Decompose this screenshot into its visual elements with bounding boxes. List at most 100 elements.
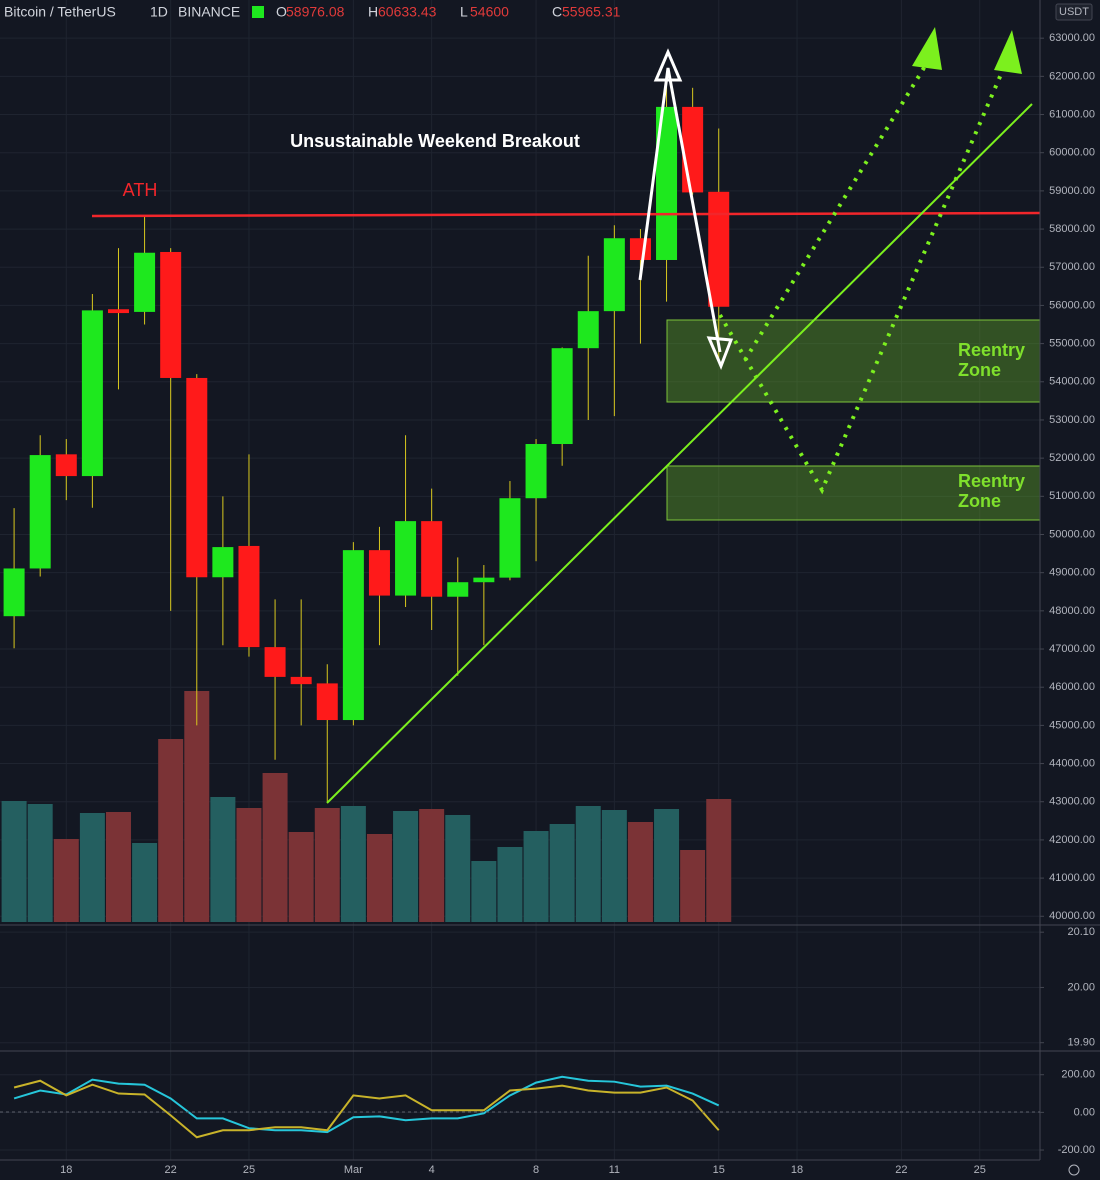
ohlc-value: 60633.43 <box>378 4 437 20</box>
annotation: Reentry <box>958 340 1025 360</box>
dotted-path <box>718 57 1010 495</box>
candle-body <box>316 683 338 721</box>
currency: USDT <box>1059 6 1089 18</box>
candle-body <box>238 545 260 648</box>
candle-body <box>473 577 495 583</box>
volume-bar <box>184 691 210 922</box>
y-tick-label: 40000.00 <box>1049 910 1095 922</box>
volume-bar <box>627 822 653 922</box>
ohlc-value: 54600 <box>470 4 509 20</box>
candle-body <box>708 191 730 307</box>
x-tick-label: 18 <box>60 1164 72 1176</box>
arrowhead <box>994 30 1022 74</box>
y-tick-label: 19.90 <box>1067 1037 1095 1049</box>
candle-body <box>421 521 443 597</box>
annotation: Unsustainable Weekend Breakout <box>290 131 580 151</box>
volume-bar <box>523 831 549 922</box>
x-tick-label: 22 <box>165 1164 177 1176</box>
y-tick-label: 59000.00 <box>1049 185 1095 197</box>
candle-body <box>212 547 234 578</box>
volume-bar <box>419 809 445 922</box>
trendline <box>326 103 1033 804</box>
interval: 1D <box>150 4 168 20</box>
annotation: ATH <box>123 180 158 200</box>
candle-body <box>368 550 390 596</box>
candle-body <box>551 348 573 445</box>
candle-body <box>577 311 599 349</box>
oscillator-line <box>13 1079 720 1139</box>
y-tick-label: 63000.00 <box>1049 32 1095 44</box>
settings-icon[interactable] <box>1068 1164 1080 1176</box>
reentry-zone <box>666 465 1041 521</box>
arrowhead <box>706 336 734 370</box>
ohlc-label: H <box>368 4 378 20</box>
volume-bar <box>79 813 105 922</box>
candle-body <box>107 309 129 314</box>
candle-body <box>29 455 51 569</box>
volume-bar <box>393 811 419 922</box>
volume-bar <box>132 843 158 922</box>
x-tick-label: 4 <box>429 1164 435 1176</box>
y-tick-label: 51000.00 <box>1049 490 1095 502</box>
x-tick-label: 18 <box>791 1164 803 1176</box>
y-tick-label: 60000.00 <box>1049 147 1095 159</box>
candle-body <box>55 454 77 477</box>
y-tick-label: 42000.00 <box>1049 834 1095 846</box>
annotation: Reentry <box>958 471 1025 491</box>
annotation: Zone <box>958 491 1001 511</box>
volume-bar <box>654 809 680 922</box>
y-tick-label: 62000.00 <box>1049 70 1095 82</box>
y-tick-label: 53000.00 <box>1049 414 1095 426</box>
volume-bar <box>27 804 53 922</box>
candle-body <box>264 647 286 677</box>
marks <box>1 83 732 1139</box>
volume-bar <box>680 850 706 922</box>
y-tick-label: 54000.00 <box>1049 376 1095 388</box>
x-tick-label: 25 <box>243 1164 255 1176</box>
volume-bar <box>471 861 497 922</box>
candle-body <box>160 251 182 378</box>
ohlc-label: L <box>460 4 468 20</box>
volume-bar <box>340 806 366 922</box>
y-tick-label: 46000.00 <box>1049 681 1095 693</box>
candle-body <box>395 521 417 596</box>
arrowhead <box>912 27 942 70</box>
volume-bar <box>314 808 340 922</box>
ohlc-label: O <box>276 4 287 20</box>
candle-body <box>499 498 521 578</box>
x-tick-label: 8 <box>533 1164 539 1176</box>
x-tick-label: 25 <box>974 1164 986 1176</box>
candle-body <box>3 568 25 617</box>
y-tick-label: 41000.00 <box>1049 872 1095 884</box>
y-tick-label: 52000.00 <box>1049 452 1095 464</box>
candle-body <box>134 252 156 312</box>
y-tick-label: 47000.00 <box>1049 643 1095 655</box>
volume-bar <box>288 832 314 922</box>
volume-bar <box>366 834 392 922</box>
candle-body <box>525 444 547 499</box>
ohlc-label: C <box>552 4 562 20</box>
candle-body <box>656 106 678 260</box>
y-tick-label: 48000.00 <box>1049 605 1095 617</box>
candle-body <box>186 377 208 578</box>
y-tick-label: 58000.00 <box>1049 223 1095 235</box>
y-tick-label: 55000.00 <box>1049 338 1095 350</box>
candle-body <box>81 310 103 477</box>
annotation: Zone <box>958 360 1001 380</box>
candle-body <box>290 676 312 685</box>
oscillator-line <box>13 1075 720 1134</box>
y-tick-label: 49000.00 <box>1049 567 1095 579</box>
volume-bar <box>497 847 523 922</box>
volume-bar <box>706 799 732 922</box>
y-tick-label: 44000.00 <box>1049 757 1095 769</box>
candle-body <box>682 106 704 193</box>
x-tick-label: 15 <box>713 1164 725 1176</box>
volume-bar <box>601 810 627 922</box>
volume-bar <box>53 839 79 922</box>
volume-bar <box>262 773 288 922</box>
x-tick-label: Mar <box>344 1164 363 1176</box>
exchange: BINANCE <box>178 4 240 20</box>
candle-body <box>629 238 651 260</box>
ohlc-value: 58976.08 <box>286 4 345 20</box>
